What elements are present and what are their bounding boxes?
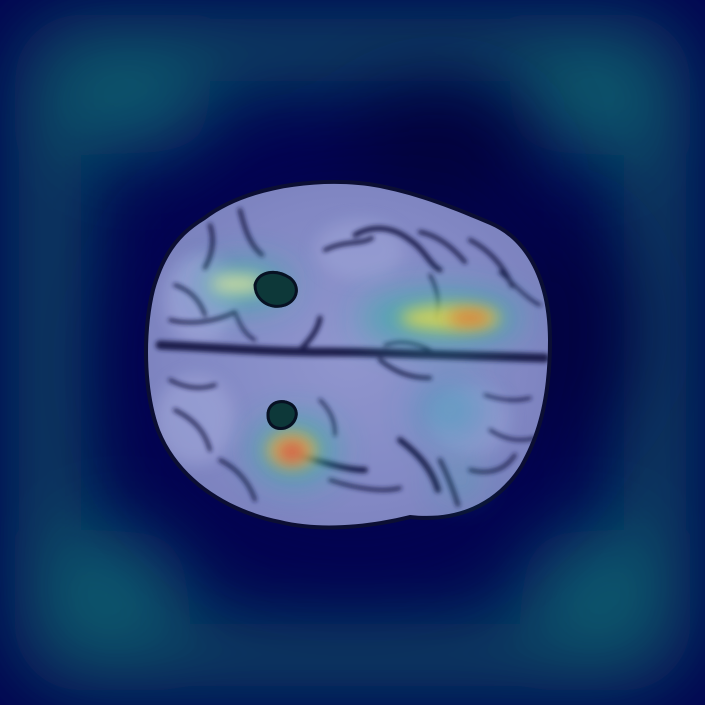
- heatmap-outer-band: [15, 15, 690, 690]
- brain-slice: [148, 183, 548, 526]
- lesion-cores: [253, 270, 298, 430]
